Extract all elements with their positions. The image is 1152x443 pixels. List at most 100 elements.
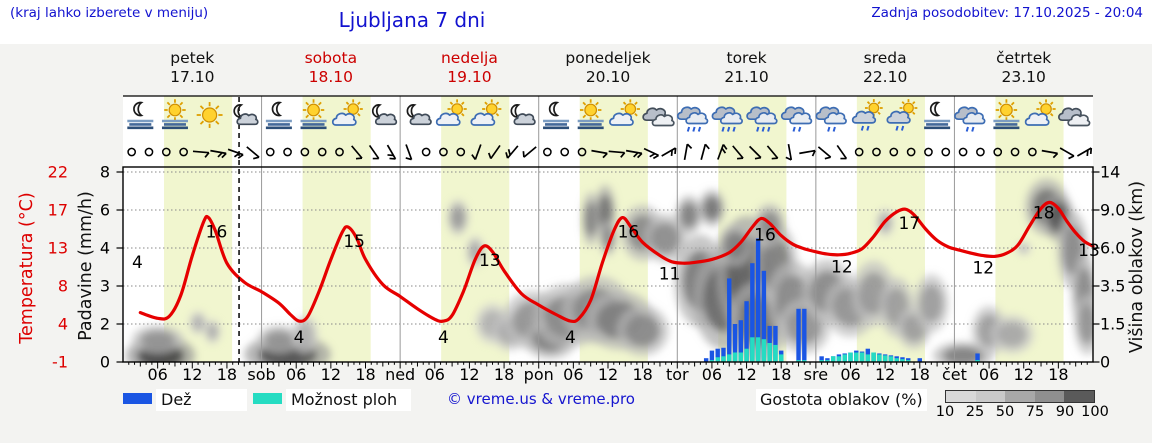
rain-bar	[744, 301, 749, 362]
temperature-label: 16	[618, 223, 640, 243]
cover-tick: 100	[1081, 404, 1109, 420]
wind-calm-icon	[127, 147, 137, 157]
temperature-label: 16	[754, 226, 776, 246]
wind-barb-icon	[522, 146, 537, 158]
cover-tick: 90	[1055, 404, 1075, 420]
wind-calm-icon	[889, 147, 899, 157]
rain-bar	[738, 320, 743, 362]
wind-barb-icon	[227, 148, 244, 159]
time-tick-label: 12	[736, 365, 756, 384]
rain-bar	[709, 350, 715, 362]
weather-icon-sun-cloud-rain	[851, 99, 883, 131]
temp-tick-label: 13	[48, 239, 68, 258]
weather-icon-moon-fog	[265, 101, 292, 130]
wind-barb-icon	[591, 149, 608, 159]
weather-icon-moon-fog	[924, 101, 951, 130]
wind-calm-icon	[439, 147, 448, 157]
showers-bar	[738, 352, 743, 362]
time-tick-label: 18	[632, 365, 652, 384]
showers-bar	[721, 356, 726, 362]
wind-barb-icon	[661, 147, 677, 157]
weather-icon-moon-cloud	[371, 104, 398, 126]
time-tick-label: sob	[247, 365, 275, 384]
showers-bar	[779, 354, 784, 362]
showers-bar	[744, 348, 749, 362]
temperature-label: 4	[438, 328, 449, 348]
weather-icon-cloud-rain	[676, 106, 709, 132]
wind-barb-icon	[1059, 147, 1075, 160]
cover-tick: 10	[935, 404, 955, 420]
precip-tick-label: 4	[100, 239, 110, 258]
showers-bar	[836, 356, 842, 362]
time-tick-label: tor	[666, 365, 689, 384]
cloudheight-tick-label: 0	[1100, 353, 1110, 372]
day-header-sreda: sreda 22.10	[862, 49, 908, 86]
wind-barb-icon	[766, 145, 779, 160]
showers-bar	[709, 360, 715, 362]
wind-barb-icon	[246, 146, 260, 160]
time-tick-label: 12	[459, 365, 479, 384]
wind-barb-icon	[351, 145, 363, 160]
time-tick-label: 06	[702, 365, 722, 384]
showers-bar	[750, 337, 755, 362]
wind-calm-icon	[958, 147, 968, 157]
time-tick-label: sre	[804, 365, 828, 384]
wind-barb-icon	[817, 146, 832, 160]
wind-barb-icon	[386, 144, 397, 160]
weather-icon-sun-cloud	[1024, 99, 1056, 126]
top-strip	[0, 0, 1152, 44]
showers-bar	[830, 356, 836, 362]
temperature-label: 15	[343, 232, 365, 252]
wind-barb-icon	[836, 144, 848, 160]
weather-icon-sun-cloud	[609, 99, 640, 126]
wind-calm-icon	[976, 147, 985, 157]
time-tick-label: 12	[1014, 365, 1034, 384]
weather-icon-sun-fog	[300, 99, 327, 130]
wind-barb-icon	[487, 144, 501, 160]
showers-bar	[865, 354, 871, 362]
weather-icon-moon-cloud	[406, 104, 432, 126]
weather-icon-sun-fog	[993, 99, 1020, 130]
wind-barb-icon	[368, 144, 380, 160]
wind-calm-icon	[854, 147, 864, 157]
temperature-label: 4	[294, 328, 305, 348]
wind-calm-icon	[560, 147, 570, 157]
rain-bar	[727, 278, 732, 362]
cover-scale-segment	[1064, 391, 1094, 402]
rain-bar	[917, 358, 922, 362]
credit-link[interactable]: © vreme.us & vreme.pro	[447, 390, 635, 408]
showers-bar	[715, 357, 720, 362]
cloudheight-tick-label: 3.5	[1100, 277, 1125, 296]
last-updated: Zadnja posodobitev: 17.10.2025 - 20:04	[871, 5, 1143, 21]
temperature-curve	[138, 200, 1095, 324]
wind-calm-icon	[456, 147, 466, 157]
weather-icon-sun	[196, 102, 223, 128]
day-header-cetrtek: četrtek 23.10	[996, 49, 1052, 86]
rain-bar	[975, 353, 980, 362]
wind-calm-icon	[872, 147, 881, 157]
wind-barb-icon	[785, 143, 793, 161]
weather-icon-cloud-rain	[746, 106, 778, 132]
weather-icon-sun-cloud	[470, 99, 502, 126]
wind-calm-icon	[144, 147, 154, 157]
cloudheight-tick-label: 6.0	[1100, 239, 1125, 258]
showers-bar	[727, 354, 732, 362]
showers-bar	[877, 354, 882, 362]
weather-icon-cloud-drizzle	[815, 106, 847, 132]
wind-barb-icon	[608, 150, 626, 158]
day-header-torek: torek 21.10	[724, 49, 769, 86]
showers-legend-swatch	[253, 393, 282, 404]
cover-tick: 50	[995, 404, 1015, 420]
cover-tick: 75	[1025, 404, 1045, 420]
weather-icon-moon-cloud	[233, 104, 259, 126]
showers-bar	[773, 344, 778, 362]
rain-legend-label: Dež	[156, 389, 247, 411]
wind-barb-icon	[748, 145, 762, 160]
wind-calm-icon	[421, 147, 431, 157]
wind-calm-icon	[300, 147, 310, 157]
weather-icon-cloud-rain	[711, 106, 743, 132]
weather-icon-cloud-drizzle	[954, 106, 986, 132]
temperature-label: 16	[206, 223, 228, 243]
location-hint: (kraj lahko izberete v meniju)	[10, 5, 209, 21]
